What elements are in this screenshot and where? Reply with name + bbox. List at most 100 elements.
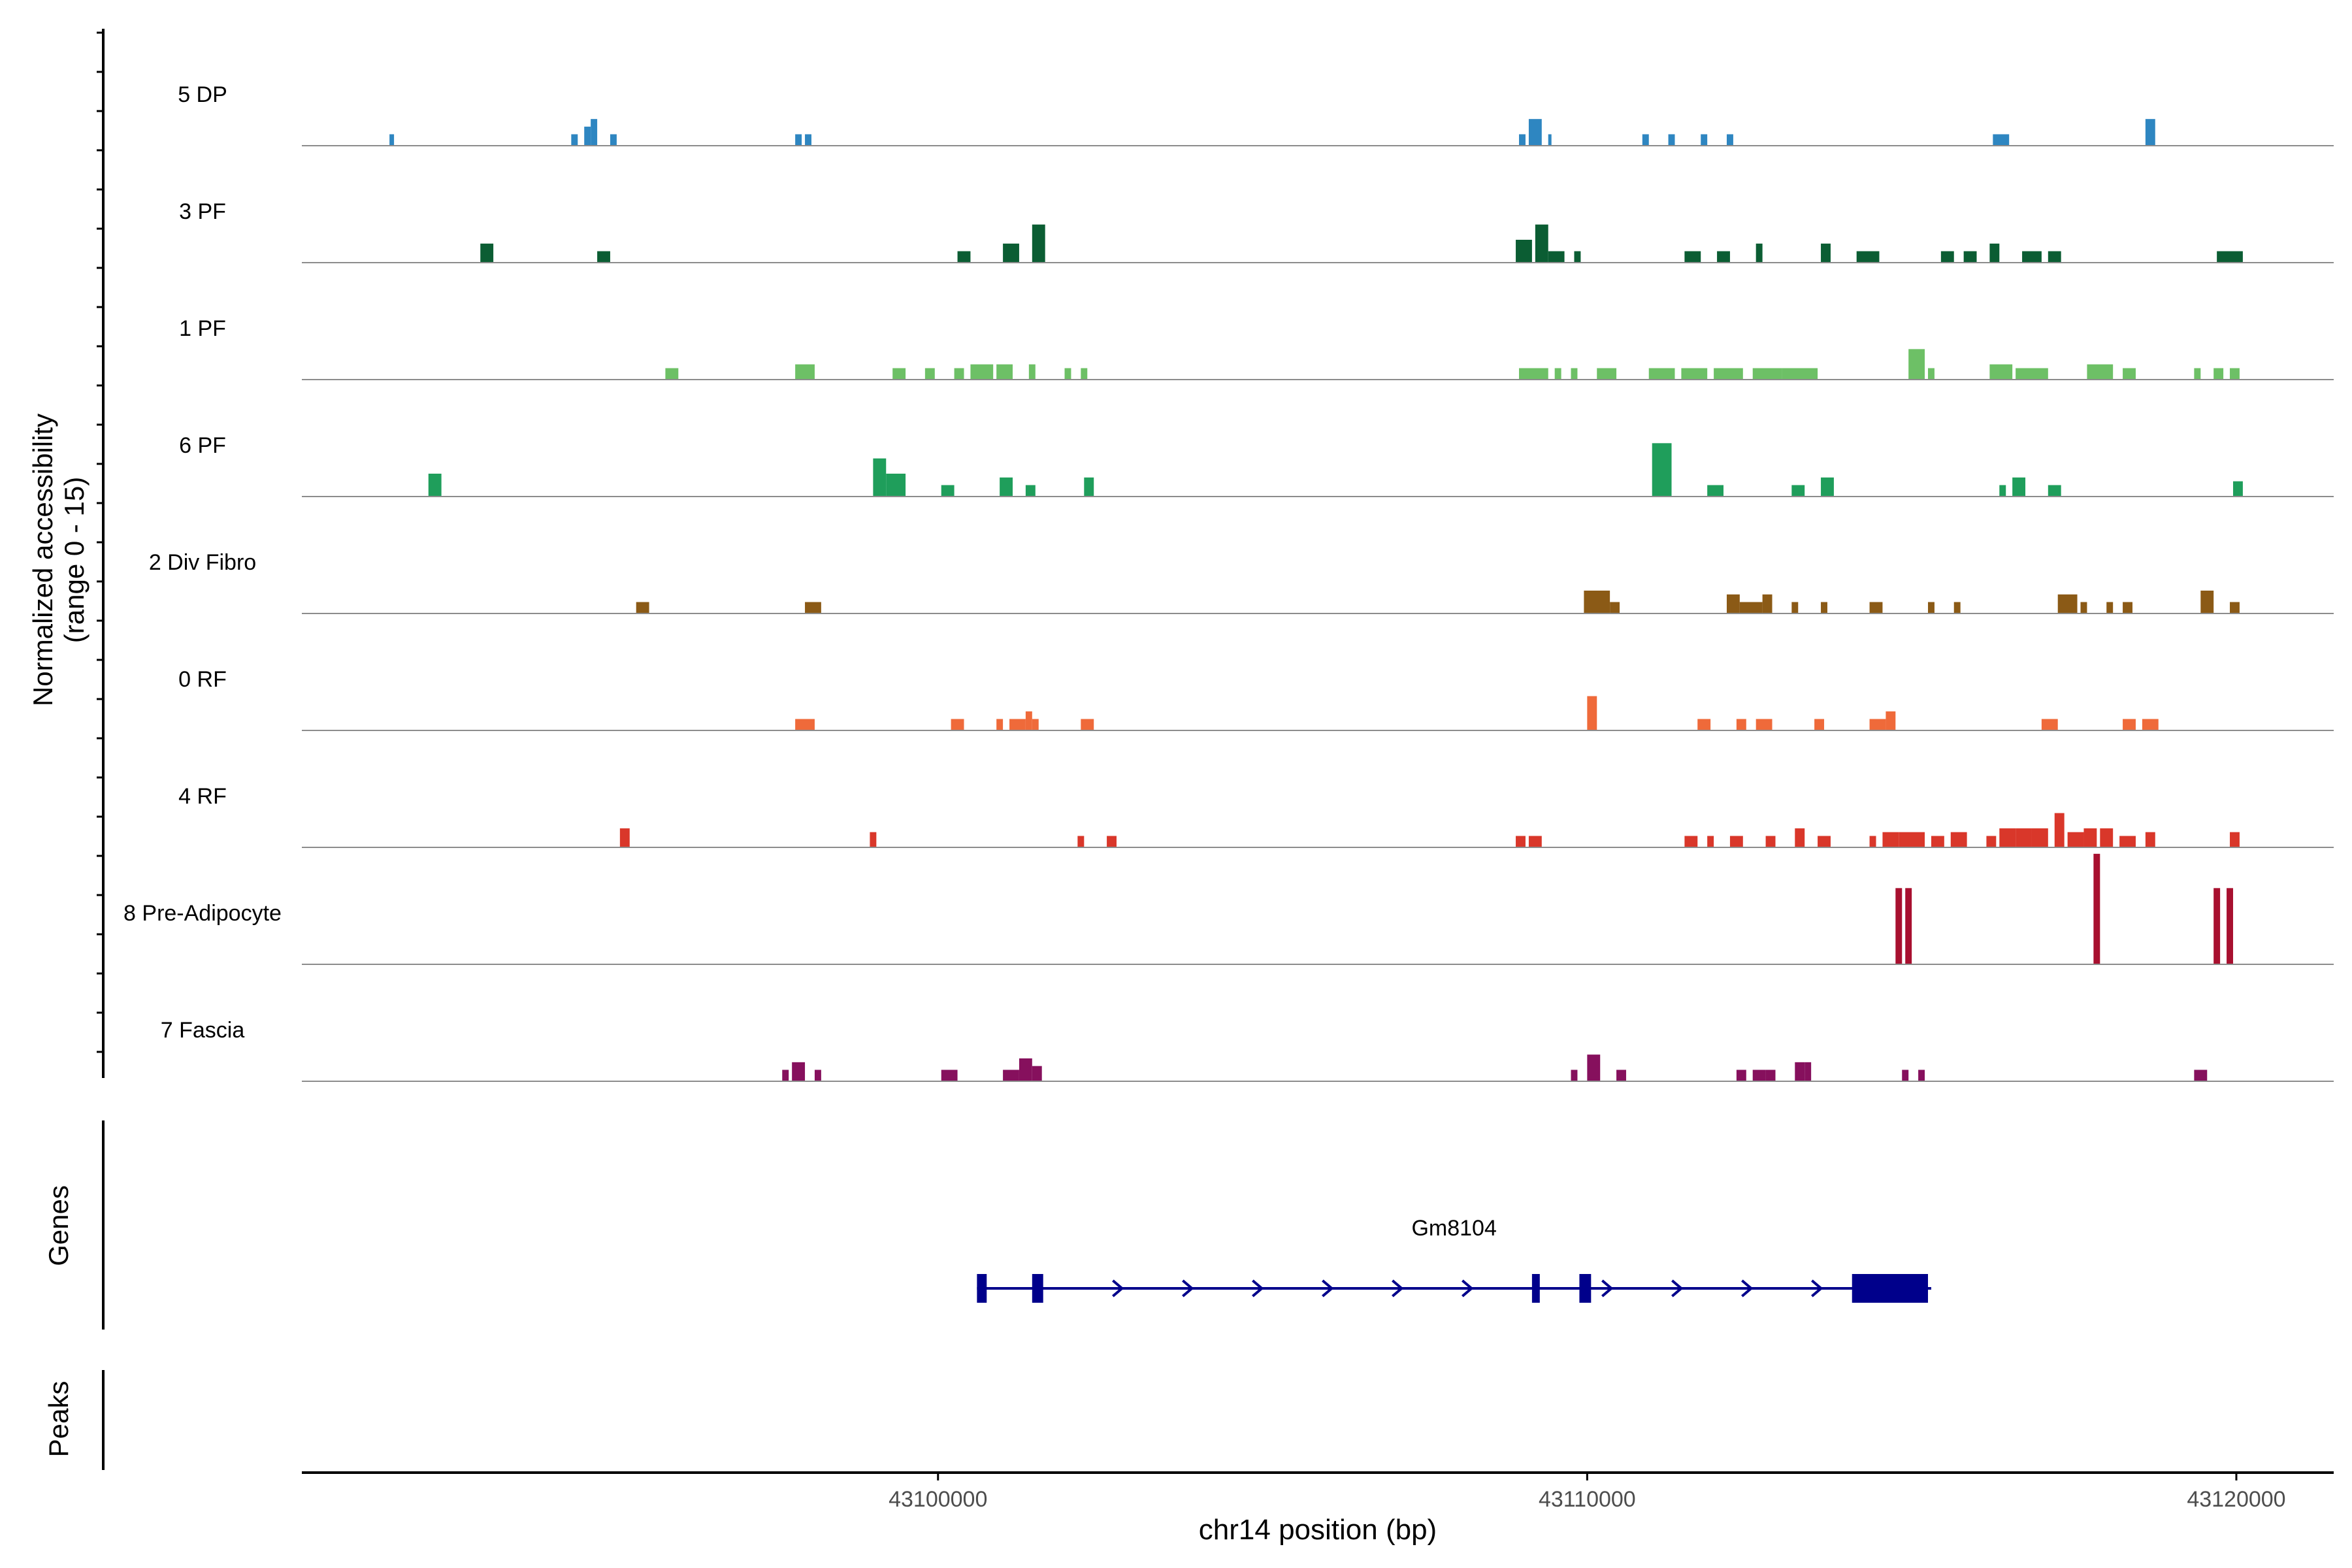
coverage-peak <box>1869 836 1876 847</box>
coverage-peak <box>1999 828 2016 847</box>
coverage-peak <box>1963 251 1977 263</box>
coverage-peak <box>2123 719 2136 730</box>
coverage-peak <box>597 251 610 263</box>
coverage-peak <box>805 602 821 613</box>
coverage-peak <box>591 119 598 146</box>
coverage-peak <box>1908 349 1925 380</box>
coverage-peak <box>2194 368 2201 380</box>
gene-label: Gm8104 <box>1411 1216 1496 1241</box>
track-7-fascia: 7 Fascia <box>161 1018 2334 1082</box>
coverage-peak <box>795 364 815 380</box>
coverage-peak <box>2213 368 2224 380</box>
coverage-peak <box>1899 832 1925 847</box>
coverage-peak <box>1528 836 1542 847</box>
coverage-peak <box>1821 477 1834 497</box>
coverage-peak <box>1584 591 1610 613</box>
coverage-peak <box>1714 368 1743 380</box>
strand-arrow <box>1182 1279 1194 1298</box>
coverage-peak <box>1701 134 1708 146</box>
coverage-peak <box>795 134 802 146</box>
coverage-peak <box>1025 711 1032 730</box>
coverage-peak <box>1795 828 1805 847</box>
coverage-peak <box>1548 134 1552 146</box>
track-label: 1 PF <box>179 316 226 341</box>
track-5-dp: 5 DP <box>178 82 2334 146</box>
strand-arrow <box>1601 1279 1614 1298</box>
coverage-peak <box>996 719 1004 730</box>
coverage-peak <box>1554 368 1561 380</box>
coverage-peak <box>1805 1062 1812 1081</box>
x-tick-label: 43110000 <box>1539 1487 1636 1512</box>
coverage-peak <box>2080 602 2087 613</box>
coverage-peak <box>814 1070 821 1081</box>
coverage-peak <box>2145 832 2155 847</box>
coverage-peak <box>1616 1070 1626 1081</box>
coverage-peak <box>996 364 1013 380</box>
gene-exon <box>1579 1274 1592 1303</box>
coverage-peak <box>1886 711 1896 730</box>
coverage-peak <box>1818 836 1831 847</box>
strand-arrow <box>1322 1279 1334 1298</box>
coverage-peak <box>1081 719 1094 730</box>
strand-arrow <box>1741 1279 1754 1298</box>
coverage-peak <box>1587 1054 1601 1081</box>
track-3-pf: 3 PF <box>179 199 2334 263</box>
track-1-pf: 1 PF <box>179 316 2334 380</box>
coverage-peak <box>389 134 395 146</box>
coverage-peak <box>619 828 630 847</box>
coverage-tracks: 5 DP 3 PF 1 PF 6 PF 2 Div Fibro 0 RF 4 RF 8 Pre… <box>123 82 2334 1082</box>
coverage-peak <box>1791 602 1799 613</box>
coverage-peak <box>2016 828 2032 847</box>
coverage-peak <box>1003 1070 1019 1081</box>
strand-arrow <box>1392 1279 1404 1298</box>
coverage-peak <box>1856 251 1880 263</box>
strand-arrow <box>1252 1279 1264 1298</box>
coverage-peak <box>1019 1058 1032 1081</box>
coverage-peak <box>2022 251 2042 263</box>
coverage-peak <box>1927 602 1935 613</box>
coverage-peak <box>1000 477 1013 497</box>
coverage-peak <box>1717 251 1730 263</box>
coverage-peak <box>428 474 442 497</box>
coverage-peak <box>1535 224 1548 263</box>
coverage-peak <box>2230 368 2240 380</box>
coverage-peak <box>1707 485 1724 497</box>
coverage-peak <box>1684 836 1698 847</box>
coverage-peak <box>2123 602 2132 613</box>
coverage-peak <box>1032 1066 1042 1081</box>
coverage-peak <box>1003 243 1019 263</box>
coverage-peak <box>1814 719 1825 730</box>
gene-exon <box>1531 1274 1540 1303</box>
coverage-peak <box>1610 602 1620 613</box>
coverage-peak <box>805 134 811 146</box>
coverage-peak <box>2142 719 2159 730</box>
y-axis-label-line2: (range 0 - 15) <box>59 477 90 643</box>
coverage-peak <box>2145 119 2155 146</box>
coverage-peak <box>1895 888 1903 964</box>
coverage-peak <box>1821 243 1831 263</box>
track-6-pf: 6 PF <box>179 433 2334 497</box>
coverage-peak <box>924 368 935 380</box>
coverage-y-ticks <box>97 31 103 1053</box>
coverage-peak <box>2106 602 2114 613</box>
coverage-peak <box>1528 119 1542 146</box>
coverage-peak <box>1795 1062 1805 1081</box>
track-0-rf: 0 RF <box>178 667 2334 731</box>
coverage-peak <box>665 368 679 380</box>
coverage-peak <box>1107 836 1117 847</box>
coverage-peak <box>1940 251 1954 263</box>
y-axis-label-line1: Normalized accessibility <box>27 414 58 706</box>
coverage-peak <box>870 832 877 847</box>
coverage-peak <box>941 1070 958 1081</box>
coverage-peak <box>1729 836 1743 847</box>
coverage-peak <box>1756 243 1763 263</box>
x-tick-label: 43100000 <box>889 1487 987 1512</box>
coverage-peak <box>1931 836 1944 847</box>
coverage-peak <box>1697 719 1711 730</box>
coverage-peak <box>2123 368 2136 380</box>
coverage-peak <box>795 719 815 730</box>
track-label: 3 PF <box>179 199 226 224</box>
coverage-peak <box>584 126 591 146</box>
